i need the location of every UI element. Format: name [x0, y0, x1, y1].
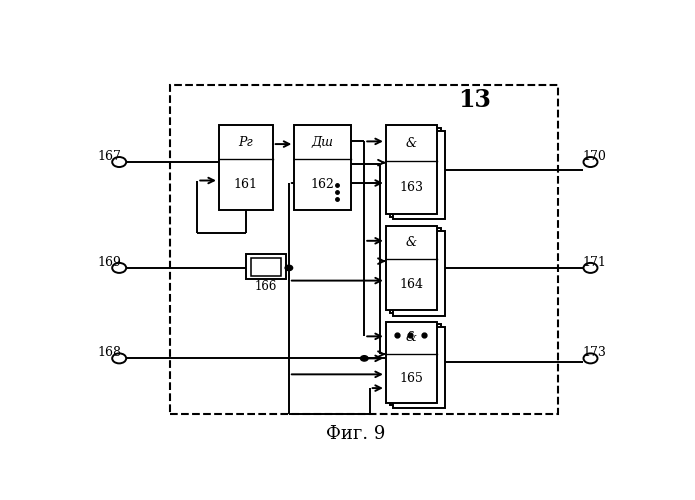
Bar [393, 131, 445, 220]
Text: &: & [406, 332, 417, 344]
Text: 171: 171 [583, 256, 607, 268]
Text: 173: 173 [583, 346, 607, 359]
Text: 163: 163 [400, 181, 423, 194]
Bar [246, 254, 286, 280]
Bar [390, 228, 441, 313]
Text: Рг: Рг [238, 136, 253, 149]
Circle shape [285, 265, 293, 270]
Text: 169: 169 [97, 256, 122, 268]
Text: &: & [406, 136, 417, 149]
Bar [393, 327, 445, 408]
Text: Дш: Дш [311, 136, 334, 149]
Bar [386, 226, 437, 310]
Text: 162: 162 [311, 178, 334, 191]
Text: 13: 13 [458, 88, 491, 112]
Bar [294, 126, 351, 210]
Text: &: & [406, 236, 417, 249]
Text: 167: 167 [97, 150, 122, 163]
Bar [386, 322, 437, 402]
Text: 168: 168 [97, 346, 122, 359]
Text: 164: 164 [400, 278, 423, 291]
Text: Фиг. 9: Фиг. 9 [327, 425, 386, 443]
Text: 166: 166 [255, 280, 277, 293]
Circle shape [361, 356, 368, 361]
Bar [170, 85, 558, 414]
Bar [219, 126, 272, 210]
Bar [251, 258, 281, 276]
Bar [390, 324, 441, 406]
Text: 165: 165 [400, 372, 423, 385]
Bar [386, 126, 437, 214]
Text: 170: 170 [583, 150, 607, 163]
Bar [393, 231, 445, 316]
Text: 161: 161 [234, 178, 258, 191]
Bar [390, 128, 441, 216]
